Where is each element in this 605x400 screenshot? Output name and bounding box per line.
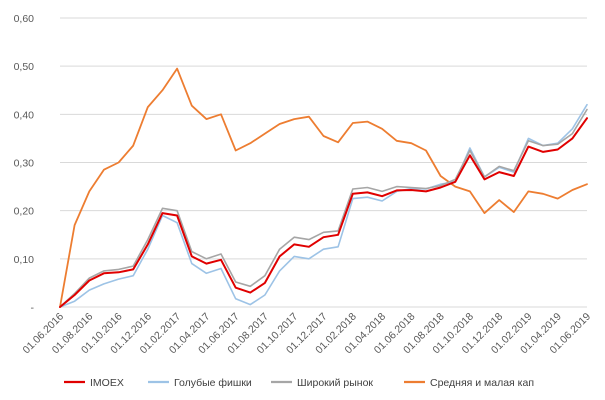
series-line <box>59 117 588 308</box>
y-tick-label: 0,60 <box>14 13 35 25</box>
y-tick-label: 0,30 <box>14 158 35 170</box>
y-tick-label: 0,50 <box>14 61 35 73</box>
gridlines <box>60 17 587 308</box>
legend: IMOEX Голубые фишки Широкий рынок Средняя и… <box>64 377 534 389</box>
legend-label: IMOEX <box>90 377 124 389</box>
series-line <box>59 108 588 308</box>
x-axis-ticks: 01.06.201601.08.201601.10.201601.12.2016… <box>20 311 593 357</box>
y-axis-ticks: - 0,10 0,20 0,30 0,40 0,50 0,60 <box>14 13 35 314</box>
legend-label: Средняя и малая кап <box>430 377 534 389</box>
legend-label: Голубые фишки <box>174 377 252 389</box>
legend-label: Широкий рынок <box>297 377 373 389</box>
series-line <box>59 67 588 308</box>
y-tick-label: - <box>31 302 35 314</box>
y-tick-label: 0,20 <box>14 206 35 218</box>
y-tick-label: 0,40 <box>14 109 35 121</box>
y-tick-label: 0,10 <box>14 254 35 266</box>
series-lines <box>59 67 588 308</box>
